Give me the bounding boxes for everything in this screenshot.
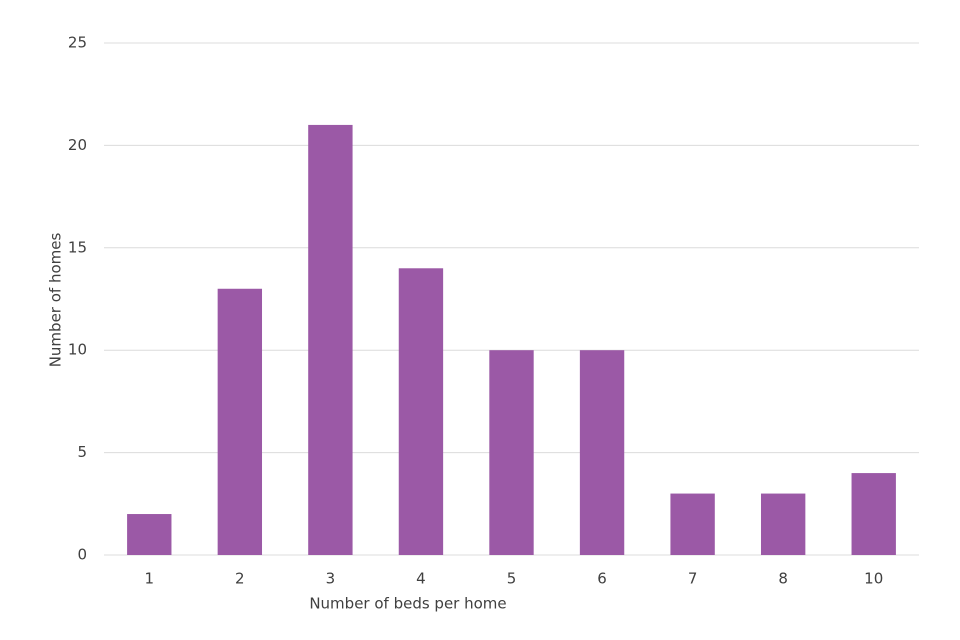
x-tick-label: 4 — [416, 570, 426, 588]
y-tick-label: 20 — [68, 136, 87, 154]
bar — [217, 288, 263, 555]
x-tick-label: 7 — [688, 570, 698, 588]
bar — [398, 268, 444, 555]
y-tick-label: 15 — [68, 238, 87, 256]
x-tick-label: 10 — [864, 570, 883, 588]
x-axis-title: Number of beds per home — [309, 595, 506, 613]
bar — [670, 493, 715, 555]
y-tick-label: 25 — [68, 34, 87, 52]
x-tick-label: 1 — [145, 570, 155, 588]
x-tick-label: 5 — [507, 570, 517, 588]
bar — [579, 350, 625, 555]
bar — [489, 350, 534, 555]
y-tick-label: 10 — [68, 341, 87, 359]
bar — [760, 493, 806, 555]
bar — [127, 514, 172, 555]
y-tick-label: 0 — [77, 546, 87, 564]
x-tick-label: 2 — [235, 570, 245, 588]
x-tick-label: 3 — [326, 570, 336, 588]
x-tick-label: 8 — [778, 570, 788, 588]
bar — [851, 473, 896, 555]
y-tick-label: 5 — [77, 443, 87, 461]
y-axis-title: Number of homes — [47, 233, 65, 368]
bar — [308, 124, 353, 556]
x-tick-label: 6 — [597, 570, 607, 588]
